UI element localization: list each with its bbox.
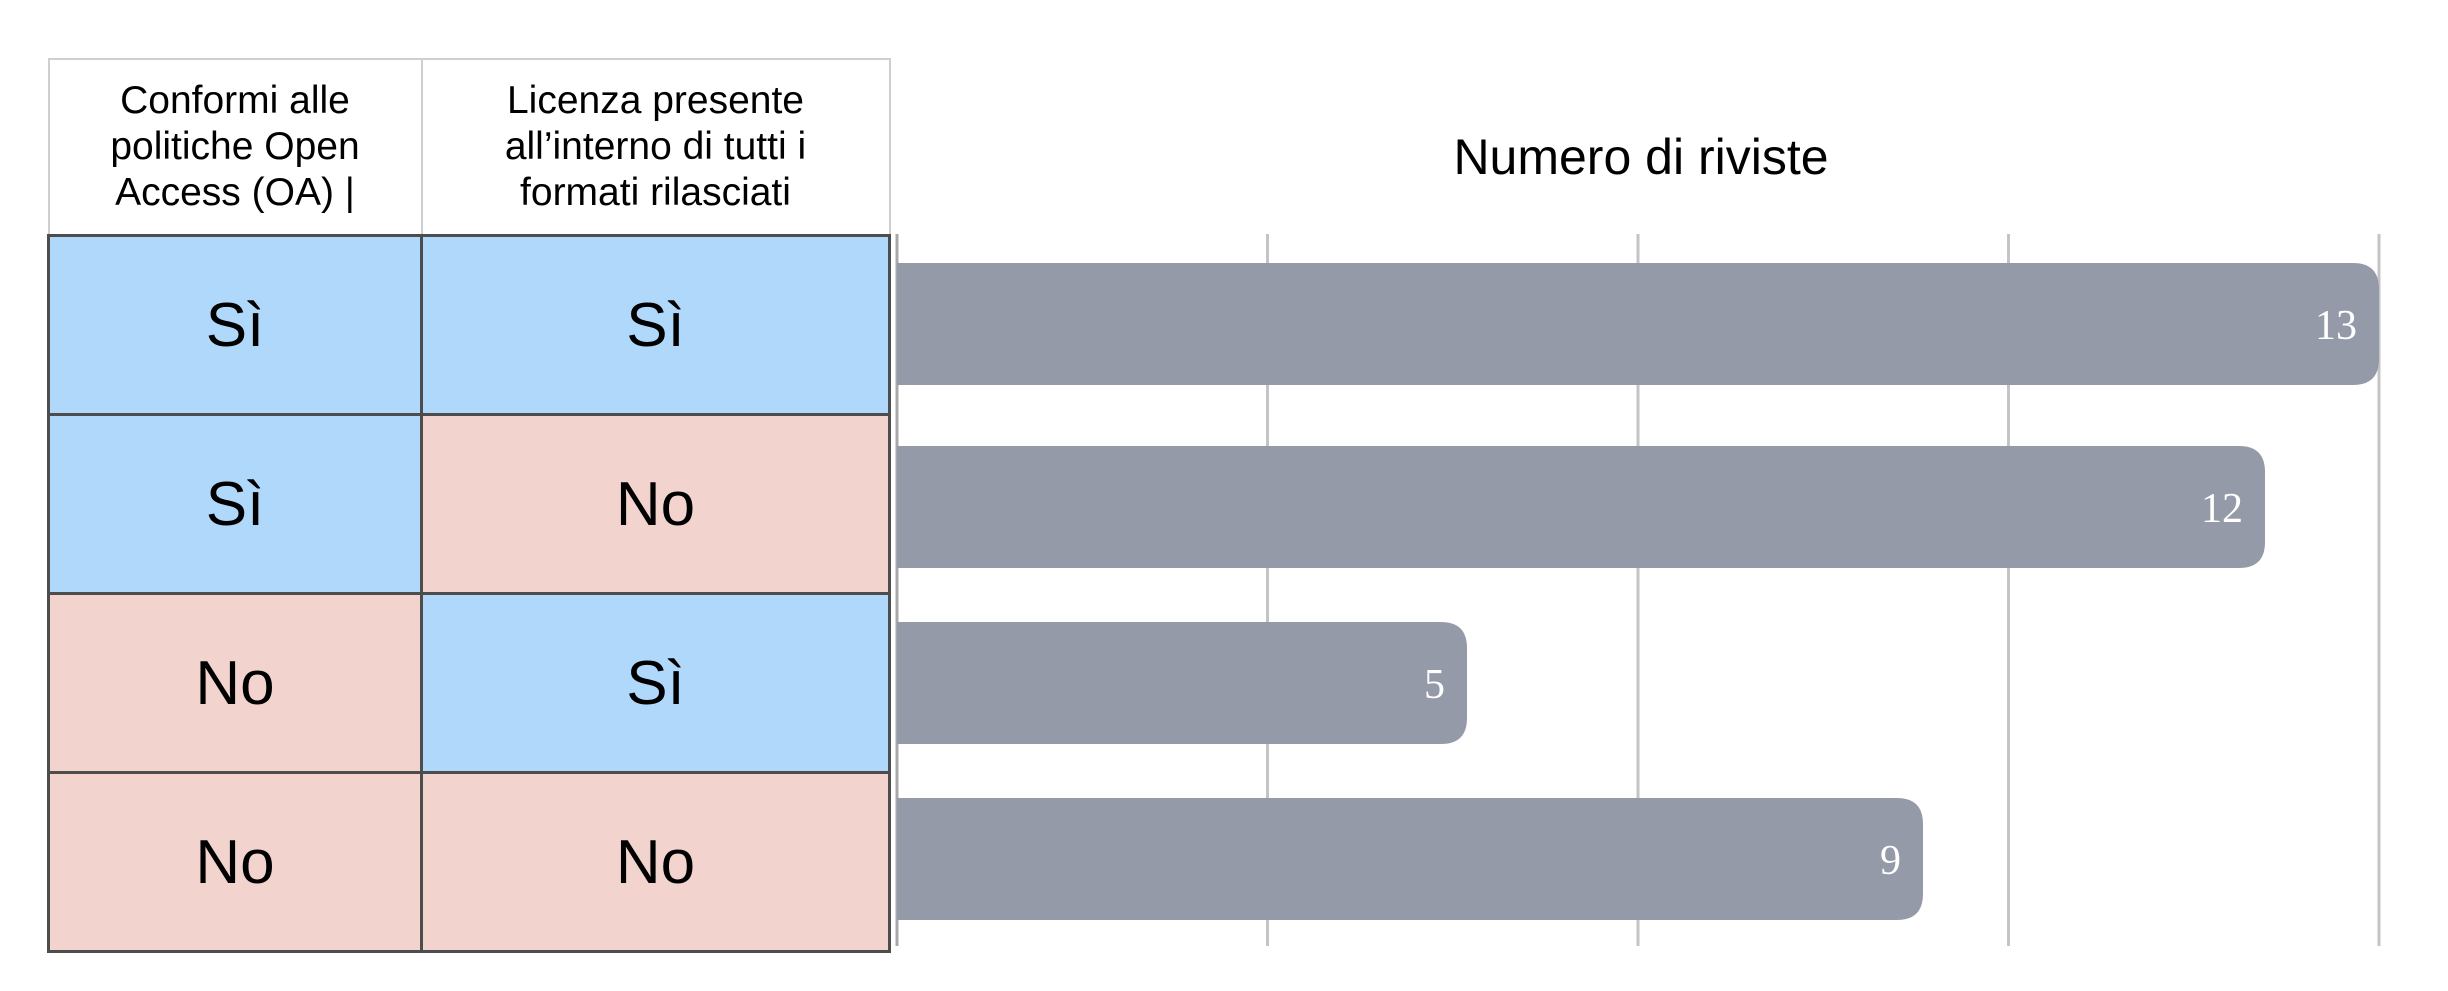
table-row: No No	[47, 771, 891, 953]
bar	[897, 798, 1923, 920]
bar-data-label: 5	[1424, 662, 1445, 708]
table-cell: No	[47, 771, 423, 953]
table-row: No Sì	[47, 592, 891, 774]
table-cell: No	[420, 771, 891, 953]
table-row: Sì No	[47, 413, 891, 595]
table-cell: Sì	[420, 234, 891, 416]
bar-data-label: 13	[2315, 303, 2357, 349]
bar	[897, 622, 1467, 744]
bar-data-label: 12	[2201, 486, 2243, 532]
table-cell: Sì	[47, 413, 423, 595]
bar-data-label: 9	[1880, 838, 1901, 884]
header-license-present: Licenza presente all’interno di tutti i …	[420, 58, 891, 237]
table-cell: Sì	[47, 234, 423, 416]
table-row: Sì Sì	[47, 234, 891, 416]
criteria-table: Conformi alle politiche Open Access (OA)…	[47, 58, 891, 953]
chart-bars: 13 12 5 9	[897, 263, 2379, 920]
bar	[897, 446, 2265, 568]
table-cell: Sì	[420, 592, 891, 774]
bar	[897, 263, 2379, 385]
table-cell: No	[47, 592, 423, 774]
table-header-row: Conformi alle politiche Open Access (OA)…	[47, 58, 891, 237]
chart-title: Numero di riviste	[1453, 129, 1828, 185]
table-cell: No	[420, 413, 891, 595]
header-oa-compliance: Conformi alle politiche Open Access (OA)…	[47, 58, 423, 237]
